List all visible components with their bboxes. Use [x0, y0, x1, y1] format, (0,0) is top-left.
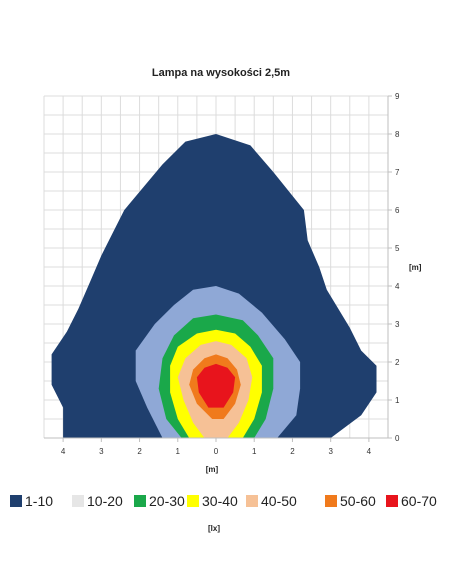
- legend-label: 30-40: [202, 493, 238, 509]
- x-tick-label: 2: [137, 447, 142, 456]
- y-tick-label: 8: [395, 130, 400, 139]
- x-tick-label: 2: [290, 447, 295, 456]
- legend-label: 60-70: [401, 493, 437, 509]
- y-tick-label: 1: [395, 396, 400, 405]
- contour-layer: [51, 134, 377, 438]
- x-tick-label: 4: [61, 447, 66, 456]
- legend-swatch: [72, 495, 84, 507]
- legend-item: 30-40: [187, 491, 238, 511]
- legend: 1-10 10-20 20-30 30-40 40-50 50-60 60-70: [10, 491, 450, 513]
- legend-swatch: [246, 495, 258, 507]
- legend-swatch: [134, 495, 146, 507]
- y-tick-label: 7: [395, 168, 400, 177]
- y-tick-label: 3: [395, 320, 400, 329]
- legend-swatch: [325, 495, 337, 507]
- y-tick-label: 2: [395, 358, 400, 367]
- legend-label: 10-20: [87, 493, 123, 509]
- legend-item: 10-20: [72, 491, 123, 511]
- legend-swatch: [187, 495, 199, 507]
- x-tick-label: 4: [367, 447, 372, 456]
- legend-item: 20-30: [134, 491, 185, 511]
- x-tick-label: 3: [99, 447, 104, 456]
- x-tick-label: 1: [252, 447, 257, 456]
- y-axis-label: [m]: [409, 263, 422, 272]
- y-tick-label: 4: [395, 282, 400, 291]
- y-tick-label: 0: [395, 434, 400, 443]
- legend-label: 50-60: [340, 493, 376, 509]
- y-tick-label: 6: [395, 206, 400, 215]
- x-tick-label: 0: [214, 447, 219, 456]
- legend-label: 20-30: [149, 493, 185, 509]
- legend-label: 1-10: [25, 493, 54, 509]
- legend-item: 60-70: [386, 491, 437, 511]
- x-tick-label: 3: [328, 447, 333, 456]
- contour-region-6: [196, 363, 236, 408]
- x-tick-label: 1: [176, 447, 181, 456]
- chart-title: Lampa na wysokości 2,5m: [152, 67, 290, 79]
- legend-swatch: [386, 495, 398, 507]
- legend-swatch: [10, 495, 22, 507]
- legend-item: 50-60: [325, 491, 376, 511]
- legend-unit-label: [lx]: [208, 524, 220, 533]
- y-tick-label: 5: [395, 244, 400, 253]
- axis-layer: 4 3 2 1 0 1 2 3 4 0 1 2 3 4 5 6 7 8 9: [44, 92, 400, 456]
- legend-item: 40-50: [246, 491, 297, 511]
- legend-label: 40-50: [261, 493, 297, 509]
- legend-item: 1-10: [10, 491, 53, 511]
- x-axis-label: [m]: [206, 465, 219, 474]
- y-tick-label: 9: [395, 92, 400, 101]
